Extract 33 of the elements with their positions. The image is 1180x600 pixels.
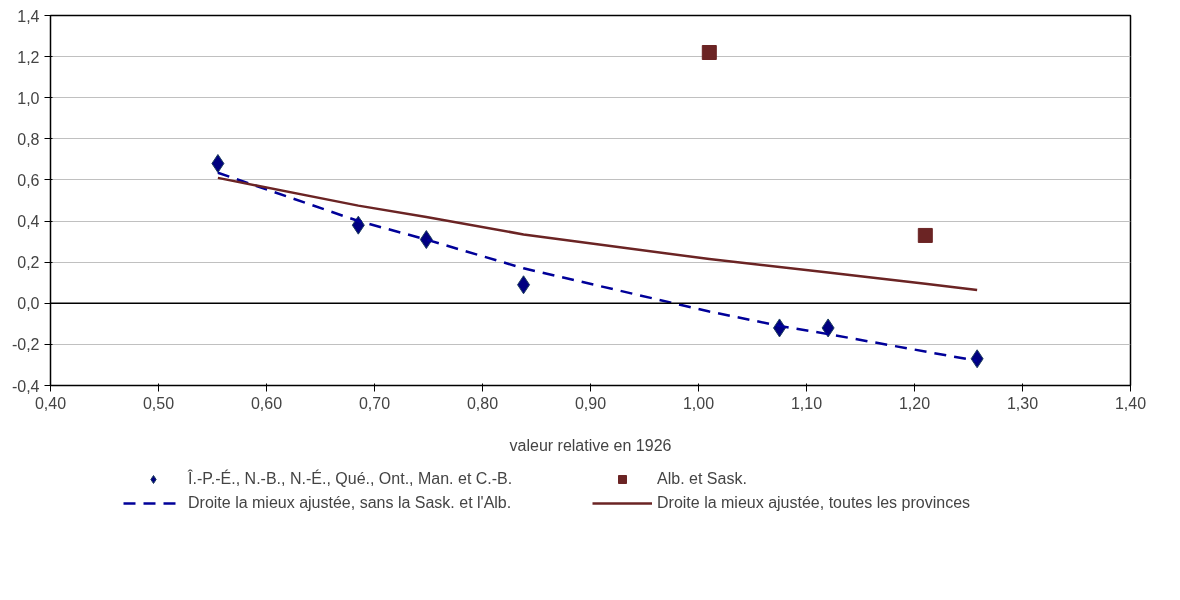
- legend-label: Alb. et Sask.: [657, 470, 748, 488]
- y-tick-label: 0,6: [17, 171, 40, 189]
- x-tick-label: 1,00: [682, 394, 715, 412]
- y-tick-label: 0,8: [17, 130, 40, 148]
- x-tick-label: 0,60: [250, 394, 283, 412]
- y-tick-label: 1,0: [17, 89, 40, 107]
- legend-label: Droite la mieux ajustée, toutes les provinces: [657, 494, 972, 512]
- point: [821, 318, 835, 338]
- point: [701, 45, 717, 60]
- x-tick-label: 1,10: [790, 394, 823, 412]
- legend-label: Droite la mieux ajustée, sans la Sask. et l'Alb.: [188, 494, 513, 512]
- point: [211, 154, 225, 173]
- y-tick-label: -0,2: [11, 336, 40, 354]
- y-tick-label: 1,2: [17, 48, 40, 66]
- x-tick-label: 0,80: [466, 394, 499, 412]
- x-tick-label: 0,90: [574, 394, 607, 412]
- x-tick-label: 1,40: [1114, 394, 1147, 412]
- x-tick-label: 1,20: [898, 394, 931, 412]
- line-series: [216, 176, 979, 292]
- y-tick-label: 0,4: [17, 213, 40, 231]
- y-tick-label: 1,4: [17, 7, 40, 25]
- legend-label: Î.-P.-É., N.-B., N.-É., Qué., Ont., Man. et C.-B.: [188, 470, 514, 488]
- point: [917, 227, 933, 243]
- y-tick-label: 0,2: [17, 254, 40, 272]
- x-tick-label: 1,30: [1006, 394, 1039, 412]
- y-tick-label: -0,4: [11, 377, 40, 395]
- x-axis-title: valeur relative en 1926: [509, 436, 672, 454]
- point: [970, 349, 984, 369]
- x-tick-label: 0,50: [142, 394, 175, 412]
- x-tick-label: 0,70: [358, 394, 391, 412]
- y-tick-label: 0,0: [17, 295, 40, 313]
- x-tick-label: 0,40: [34, 394, 67, 412]
- point: [517, 275, 531, 295]
